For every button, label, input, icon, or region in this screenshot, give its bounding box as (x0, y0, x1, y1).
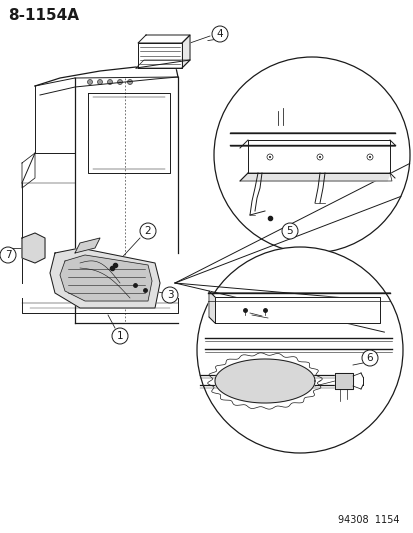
Polygon shape (138, 35, 190, 43)
Circle shape (161, 287, 178, 303)
Polygon shape (214, 297, 379, 323)
Text: 94308  1154: 94308 1154 (338, 515, 399, 525)
Polygon shape (214, 359, 314, 403)
Polygon shape (75, 238, 100, 253)
Circle shape (361, 350, 377, 366)
Polygon shape (136, 60, 190, 68)
Polygon shape (247, 140, 389, 173)
Circle shape (87, 79, 92, 85)
Text: 3: 3 (166, 290, 173, 300)
Polygon shape (138, 43, 182, 68)
Polygon shape (60, 255, 152, 301)
Polygon shape (182, 35, 190, 68)
Polygon shape (175, 283, 383, 332)
Circle shape (214, 57, 409, 253)
Polygon shape (50, 248, 159, 308)
Polygon shape (22, 233, 45, 263)
Circle shape (140, 223, 156, 239)
Circle shape (127, 79, 132, 85)
Text: 2: 2 (144, 226, 151, 236)
Text: 1: 1 (116, 331, 123, 341)
Circle shape (0, 247, 16, 263)
Circle shape (211, 26, 228, 42)
Circle shape (281, 223, 297, 239)
Polygon shape (175, 164, 408, 283)
Circle shape (117, 79, 122, 85)
Circle shape (197, 247, 402, 453)
Circle shape (318, 156, 320, 158)
Polygon shape (334, 373, 352, 389)
Polygon shape (209, 291, 214, 323)
Circle shape (97, 79, 102, 85)
Text: 6: 6 (366, 353, 373, 363)
Text: 8-1154A: 8-1154A (8, 8, 79, 23)
Text: 4: 4 (216, 29, 223, 39)
Polygon shape (240, 173, 389, 181)
Text: 5: 5 (286, 226, 292, 236)
Circle shape (368, 156, 370, 158)
Text: 7: 7 (5, 250, 11, 260)
Circle shape (107, 79, 112, 85)
Circle shape (112, 328, 128, 344)
Circle shape (268, 156, 271, 158)
